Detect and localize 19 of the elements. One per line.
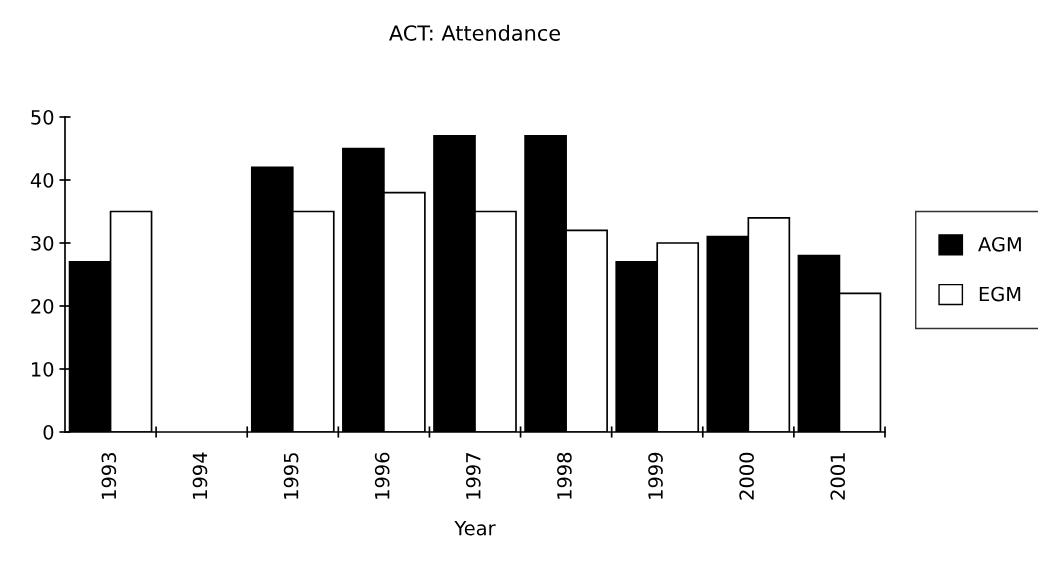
x-tick-label: 1993 bbox=[101, 453, 117, 499]
legend-label: EGM bbox=[979, 286, 1021, 302]
x-tick-label: 2000 bbox=[739, 452, 754, 500]
x-tick-label: 1996 bbox=[374, 452, 390, 499]
y-tick-label: 30 bbox=[31, 235, 54, 251]
y-tick-label: 20 bbox=[31, 298, 54, 314]
chart-title: ACT: Attendance bbox=[389, 24, 560, 41]
x-tick-label: 2001 bbox=[830, 453, 846, 500]
x-axis-title: Year bbox=[454, 520, 496, 536]
y-tick-label: 40 bbox=[30, 172, 54, 188]
y-tick-label: 50 bbox=[31, 109, 54, 125]
legend-label: AGM bbox=[978, 236, 1021, 252]
x-tick-label: 1998 bbox=[557, 452, 572, 499]
y-tick-label: 0 bbox=[43, 424, 54, 440]
x-tick-label: 1999 bbox=[648, 452, 663, 499]
y-tick-label: 10 bbox=[31, 361, 54, 377]
x-tick-label: 1997 bbox=[465, 453, 481, 499]
x-tick-label: 1994 bbox=[192, 452, 208, 499]
x-tick-label: 1995 bbox=[283, 453, 299, 499]
